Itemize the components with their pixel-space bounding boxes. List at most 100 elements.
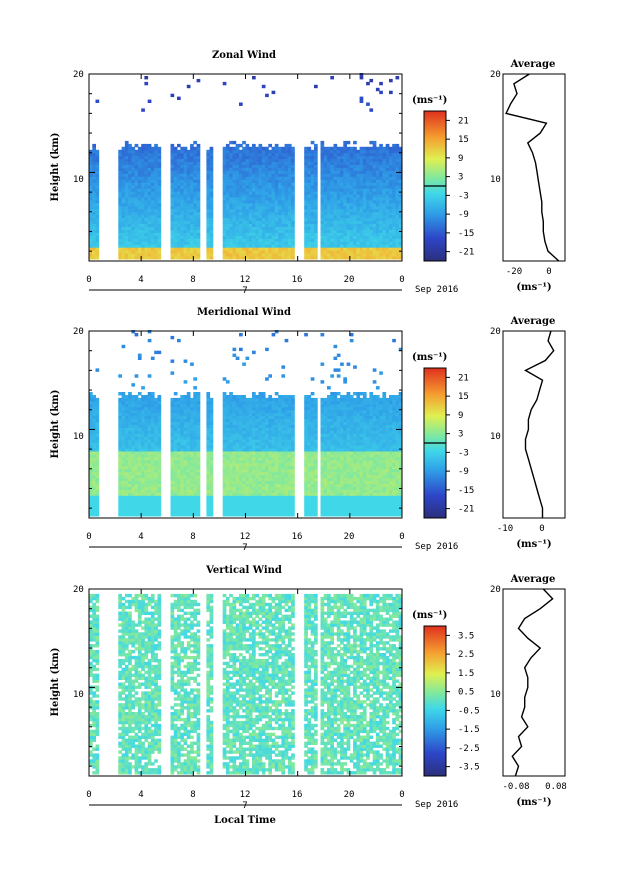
- heatmap-cell: [180, 217, 184, 222]
- heatmap-cell: [343, 256, 347, 260]
- heatmap-cell: [252, 226, 256, 230]
- heatmap-cell: [340, 232, 344, 236]
- heatmap-cell: [281, 149, 286, 154]
- heatmap-cell: [389, 167, 393, 171]
- heatmap-cell: [186, 194, 191, 198]
- heatmap-cell: [196, 400, 201, 405]
- heatmap-cell: [304, 200, 308, 204]
- heatmap-cell: [284, 247, 289, 251]
- heatmap-cell: [128, 501, 132, 505]
- heatmap-cell: [131, 202, 136, 207]
- heatmap-cell: [222, 238, 227, 242]
- heatmap-cell: [242, 191, 246, 195]
- heatmap-cell: [232, 188, 237, 192]
- heatmap-cell: [343, 191, 347, 195]
- heatmap-cell: [323, 241, 328, 245]
- heatmap-cell: [274, 170, 279, 174]
- heatmap-cell: [356, 158, 361, 162]
- heatmap-cell: [271, 406, 276, 411]
- heatmap-cell: [89, 188, 93, 192]
- heatmap-cell: [268, 400, 272, 405]
- heatmap-cell: [157, 445, 162, 449]
- heatmap-cell: [131, 468, 136, 473]
- heatmap-cell: [232, 217, 237, 222]
- heatmap-cell: [118, 433, 122, 437]
- heatmap-cell: [180, 188, 184, 192]
- heatmap-cell: [366, 208, 370, 213]
- heatmap-cell: [180, 492, 184, 496]
- heatmap-cell: [323, 220, 328, 224]
- heatmap-cell: [154, 202, 158, 207]
- heatmap-cell: [239, 486, 243, 490]
- heatmap-cell: [147, 454, 152, 458]
- heatmap-cell: [177, 480, 181, 484]
- heatmap-cell: [229, 140, 233, 145]
- heatmap-cell: [245, 176, 250, 180]
- heatmap-cell: [229, 459, 233, 464]
- heatmap-cell: [265, 167, 269, 171]
- heatmap-cell: [258, 217, 263, 222]
- heatmap-cell: [349, 179, 354, 183]
- heatmap-cell: [291, 232, 295, 236]
- heatmap-cell: [310, 185, 315, 189]
- heatmap-cell: [222, 400, 227, 405]
- heatmap-cell: [261, 480, 266, 484]
- heatmap-cell: [193, 445, 197, 449]
- heatmap-cell: [92, 489, 96, 493]
- heatmap-cell: [209, 492, 214, 496]
- heatmap-cell: [379, 179, 383, 183]
- heatmap-cell: [379, 226, 383, 230]
- heatmap-cell: [147, 397, 152, 402]
- heatmap-cell: [186, 185, 191, 189]
- heatmap-cell: [362, 182, 367, 186]
- heatmap-cell: [278, 244, 282, 248]
- heatmap-cell: [173, 182, 178, 186]
- heatmap-cell: [314, 229, 318, 233]
- heatmap-cell: [252, 513, 256, 517]
- heatmap-cell: [379, 244, 383, 248]
- heatmap-cell: [398, 250, 403, 254]
- heatmap-cell: [206, 486, 211, 490]
- heatmap-cell: [124, 173, 129, 177]
- heatmap-cell: [173, 208, 178, 213]
- heatmap-cell: [222, 424, 227, 428]
- heatmap-cell: [362, 197, 367, 201]
- heatmap-cell: [392, 220, 396, 224]
- heatmap-cell: [392, 176, 396, 180]
- heatmap-cell: [170, 448, 175, 452]
- heatmap-cell: [382, 185, 387, 189]
- heatmap-cell: [379, 143, 383, 148]
- heatmap-cell: [382, 170, 387, 174]
- heatmap-cell: [128, 403, 132, 408]
- heatmap-cell: [121, 214, 126, 219]
- heatmap-cell: [131, 244, 136, 248]
- heatmap-cell: [134, 211, 139, 216]
- heatmap-cell: [271, 223, 276, 227]
- heatmap-cell: [229, 451, 233, 455]
- heatmap-cell: [225, 471, 230, 476]
- heatmap-cell: [196, 406, 201, 411]
- heatmap-cell: [349, 217, 354, 222]
- heatmap-cell: [190, 495, 194, 499]
- heatmap-cell: [131, 504, 136, 508]
- heatmap-cell: [343, 197, 347, 201]
- heatmap-cell: [362, 250, 367, 254]
- heatmap-cell: [314, 146, 318, 151]
- heatmap-cell: [121, 483, 126, 487]
- heatmap-cell: [248, 445, 253, 449]
- heatmap-cell: [281, 200, 286, 204]
- heatmap-cell: [128, 149, 132, 154]
- heatmap-cell: [183, 489, 188, 493]
- heatmap-cell: [261, 253, 266, 257]
- heatmap-cell: [336, 235, 341, 239]
- heatmap-cell: [128, 220, 132, 224]
- heatmap-cell: [183, 400, 188, 405]
- heatmap-cell: [128, 146, 132, 151]
- heatmap-cell: [150, 412, 155, 417]
- heatmap-cell: [92, 176, 96, 180]
- heatmap-cell: [330, 232, 334, 236]
- heatmap-cell: [255, 152, 259, 157]
- heatmap-cell: [310, 205, 315, 210]
- heatmap-cell: [95, 465, 100, 470]
- heatmap-cell: [137, 202, 142, 207]
